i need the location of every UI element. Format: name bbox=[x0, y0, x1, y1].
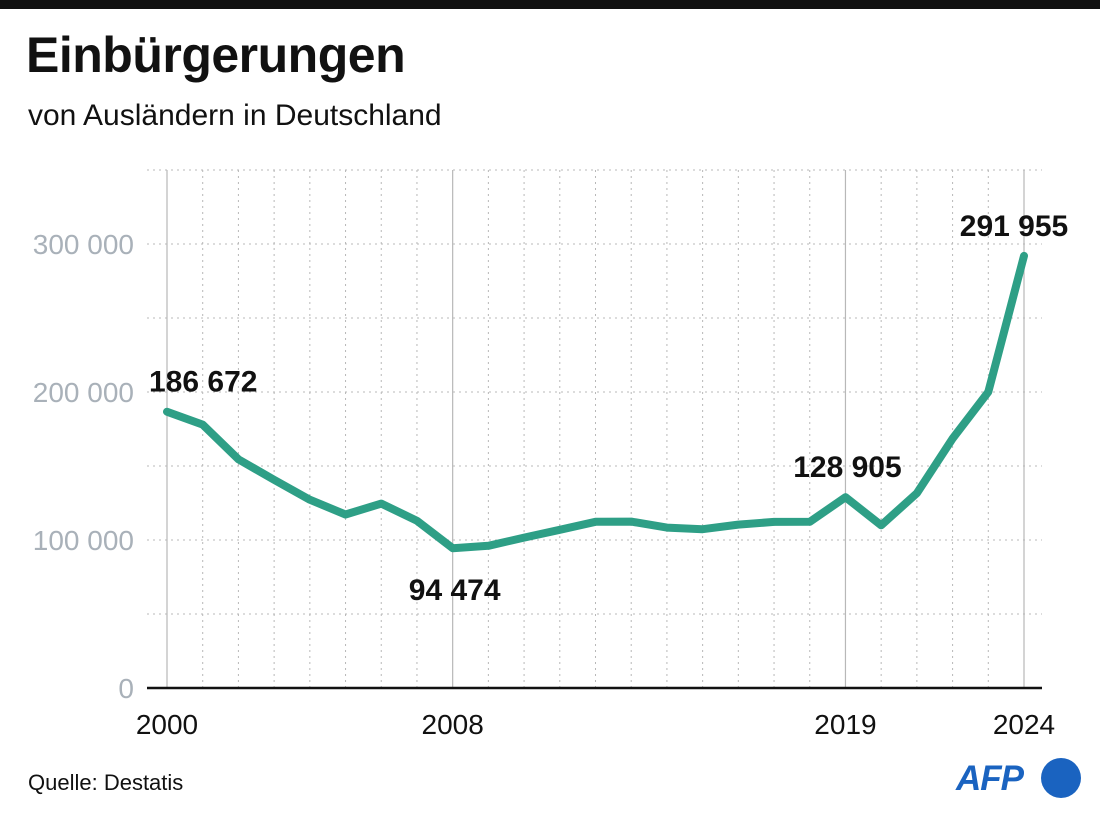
y-tick-label: 300 000 bbox=[33, 229, 134, 260]
series-line bbox=[163, 251, 1028, 553]
x-tick-label: 2008 bbox=[422, 709, 484, 740]
grid bbox=[147, 169, 1042, 688]
y-tick-label: 100 000 bbox=[33, 525, 134, 556]
data-label: 291 955 bbox=[960, 210, 1068, 243]
afp-logo-text: AFP bbox=[956, 759, 1024, 798]
x-tick-label: 2024 bbox=[993, 709, 1055, 740]
chart-title: Einbürgerungen bbox=[26, 27, 406, 83]
x-tick-label: 2000 bbox=[136, 709, 198, 740]
afp-logo: AFP bbox=[956, 757, 1084, 803]
y-tick-label: 0 bbox=[118, 673, 134, 704]
source-note: Quelle: Destatis bbox=[28, 770, 184, 795]
chart-subtitle: von Ausländern in Deutschland bbox=[28, 99, 442, 132]
axes: 0 100 000 200 000 300 000 2000 2008 2019 2024 bbox=[33, 229, 1055, 740]
top-rule bbox=[0, 0, 1100, 9]
series bbox=[163, 251, 1028, 553]
x-tick-label: 2019 bbox=[814, 709, 876, 740]
data-labels: 186 672 94 474 128 905 291 955 bbox=[149, 210, 1068, 607]
data-label: 128 905 bbox=[793, 451, 901, 484]
data-label: 186 672 bbox=[149, 366, 257, 399]
afp-logo-dot-icon bbox=[1041, 758, 1081, 798]
y-tick-label: 200 000 bbox=[33, 377, 134, 408]
data-label: 94 474 bbox=[409, 574, 501, 607]
